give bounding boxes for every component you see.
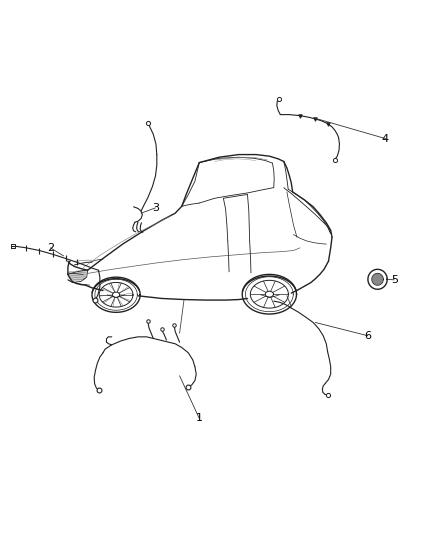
Text: 6: 6 [364, 331, 371, 341]
Text: 3: 3 [152, 203, 159, 213]
Polygon shape [373, 274, 382, 284]
Text: 2: 2 [47, 243, 54, 253]
Text: 1: 1 [196, 414, 203, 423]
Polygon shape [68, 270, 88, 281]
Text: 5: 5 [391, 275, 398, 285]
Text: 4: 4 [382, 134, 389, 143]
